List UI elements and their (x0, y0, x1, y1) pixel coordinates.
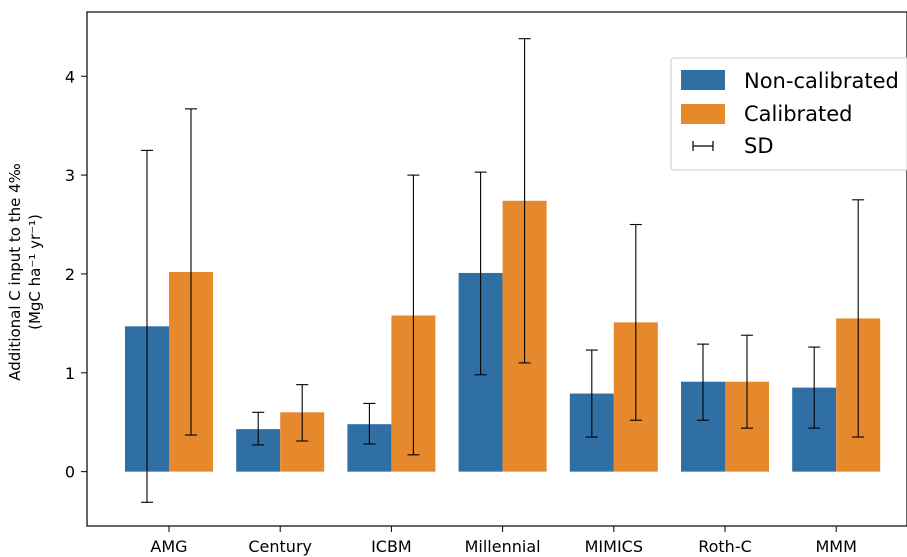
legend-label-calibrated: Calibrated (744, 102, 853, 126)
y-tick-label-3: 3 (65, 166, 75, 185)
y-tick-label-1: 1 (65, 364, 75, 383)
y-axis: 0 1 2 3 4 (65, 67, 87, 482)
legend-errorbar-symbol (692, 141, 714, 151)
x-tick-label-century: Century (248, 537, 312, 556)
legend: Non-calibrated Calibrated SD (670, 57, 907, 171)
x-tick-label-mimics: MIMICS (585, 537, 643, 556)
plot-frame (86, 11, 907, 527)
legend-swatch-calibrated (681, 104, 725, 124)
legend-swatch-non-calibrated (681, 70, 725, 90)
y-tick-label-4: 4 (65, 67, 75, 86)
y-axis-title-line2: (MgC ha⁻¹ yr⁻¹) (26, 214, 44, 330)
x-tick-label-millennial: Millennial (465, 537, 541, 556)
y-axis-title-line1: Additional C input to the 4‰ (6, 163, 24, 381)
y-tick-label-0: 0 (65, 463, 75, 482)
x-tick-label-mmm: MMM (815, 537, 856, 556)
bars-layer (125, 200, 881, 472)
legend-box (670, 57, 907, 171)
error-bars-layer (141, 38, 865, 503)
x-tick-label-roth-c: Roth-C (698, 537, 752, 556)
legend-label-sd: SD (744, 134, 774, 158)
x-tick-label-amg: AMG (150, 537, 187, 556)
legend-label-non-calibrated: Non-calibrated (744, 69, 899, 93)
y-tick-label-2: 2 (65, 265, 75, 284)
x-axis: AMG Century ICBM Millennial MIMICS Roth-C MMM (150, 526, 857, 556)
x-tick-label-icbm: ICBM (371, 537, 412, 556)
